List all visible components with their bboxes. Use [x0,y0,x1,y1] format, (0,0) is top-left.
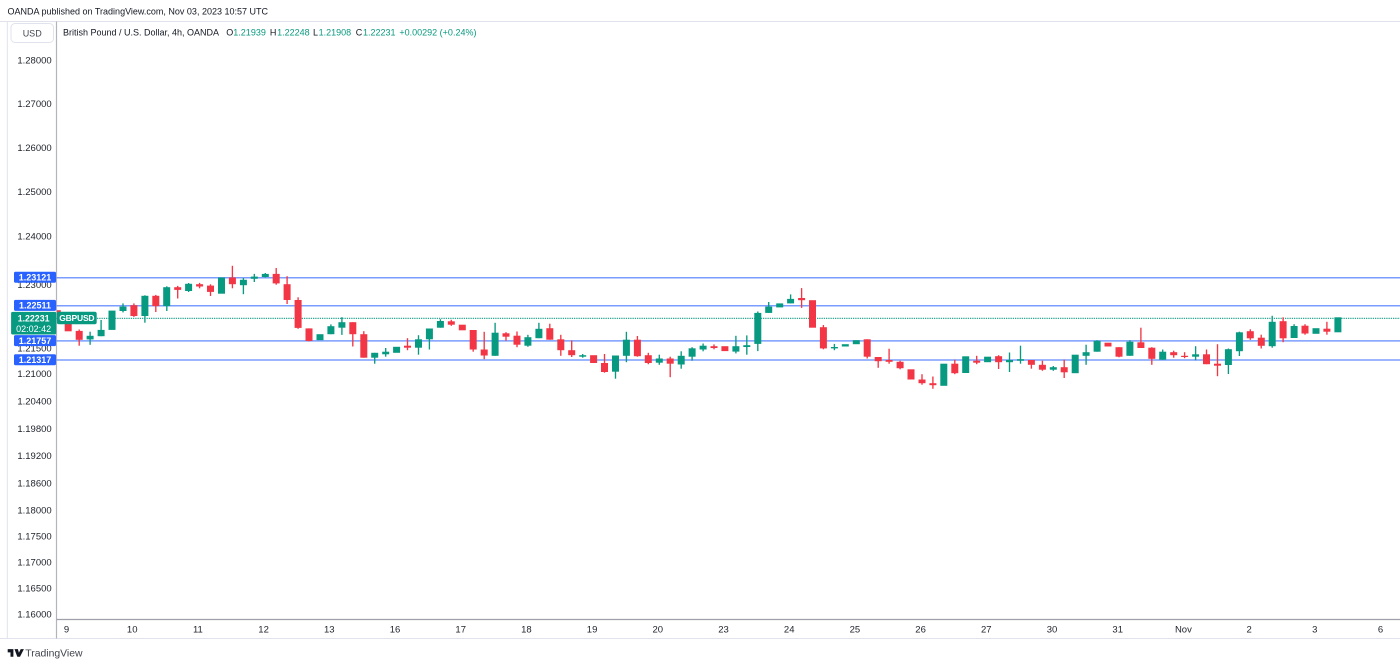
svg-text:OANDA published on TradingView: OANDA published on TradingView.com, Nov … [8,6,269,16]
svg-text:1.16000: 1.16000 [17,610,51,621]
svg-text:30: 30 [1047,624,1058,635]
svg-text:18: 18 [521,624,532,635]
svg-text:1.22231: 1.22231 [363,27,396,37]
svg-text:23: 23 [718,624,729,635]
svg-text:1.18000: 1.18000 [17,506,51,517]
svg-text:13: 13 [324,624,335,635]
svg-text:9: 9 [64,624,69,635]
svg-text:1.27000: 1.27000 [17,99,51,110]
svg-text:1.19800: 1.19800 [17,424,51,435]
svg-text:11: 11 [193,624,203,635]
svg-text:1.22231: 1.22231 [18,313,50,323]
svg-text:31: 31 [1112,624,1123,635]
svg-text:1.23000: 1.23000 [17,280,51,291]
svg-text:1.16500: 1.16500 [17,584,51,595]
svg-text:1.28000: 1.28000 [17,56,51,67]
svg-text:10: 10 [127,624,138,635]
svg-text:TradingView: TradingView [25,649,83,660]
svg-text:19: 19 [587,624,598,635]
svg-text:3: 3 [1312,624,1317,635]
svg-text:+0.00292 (+0.24%): +0.00292 (+0.24%) [399,27,476,37]
svg-text:1.23121: 1.23121 [19,273,52,283]
svg-text:1.17000: 1.17000 [17,558,51,569]
svg-text:12: 12 [258,624,269,635]
svg-text:1.21317: 1.21317 [19,355,52,365]
svg-text:Nov: Nov [1175,624,1192,635]
svg-text:1.22248: 1.22248 [277,27,310,37]
svg-text:1.19200: 1.19200 [17,451,51,462]
svg-text:1.21939: 1.21939 [233,27,266,37]
svg-text:1.22511: 1.22511 [19,301,51,311]
svg-text:1.26000: 1.26000 [17,143,51,154]
svg-text:1.18600: 1.18600 [17,479,51,490]
svg-text:1.21000: 1.21000 [17,369,51,380]
svg-text:26: 26 [915,624,926,635]
svg-text:British Pound / U.S. Dollar, 4: British Pound / U.S. Dollar, 4h, OANDA [63,27,219,37]
svg-text:20: 20 [653,624,664,635]
svg-text:25: 25 [850,624,861,635]
svg-text:C: C [356,27,363,37]
svg-text:1.21757: 1.21757 [19,336,52,346]
svg-text:1.21500: 1.21500 [17,344,51,355]
svg-text:O: O [226,27,233,37]
svg-text:27: 27 [981,624,992,635]
svg-text:1.21908: 1.21908 [319,27,352,37]
svg-text:17: 17 [455,624,466,635]
svg-text:1.24000: 1.24000 [17,232,51,243]
svg-text:1.20400: 1.20400 [17,397,51,408]
svg-text:16: 16 [390,624,401,635]
svg-text:02:02:42: 02:02:42 [16,324,51,334]
svg-text:H: H [270,27,277,37]
svg-text:USD: USD [23,28,43,38]
svg-text:6: 6 [1378,624,1383,635]
svg-text:1.17500: 1.17500 [17,532,51,543]
svg-text:2: 2 [1246,624,1251,635]
svg-text:24: 24 [784,624,795,635]
svg-text:1.25000: 1.25000 [17,187,51,198]
svg-text:L: L [313,27,318,37]
svg-text:GBPUSD: GBPUSD [59,313,94,323]
